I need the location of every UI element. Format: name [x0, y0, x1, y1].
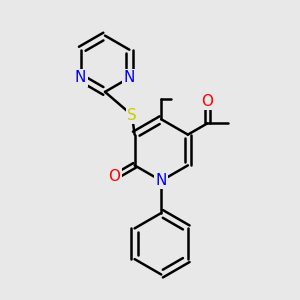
- Text: O: O: [109, 169, 121, 184]
- Text: N: N: [124, 70, 135, 85]
- Text: O: O: [201, 94, 213, 109]
- Text: S: S: [127, 108, 137, 123]
- Text: N: N: [75, 70, 86, 85]
- Text: N: N: [156, 173, 167, 188]
